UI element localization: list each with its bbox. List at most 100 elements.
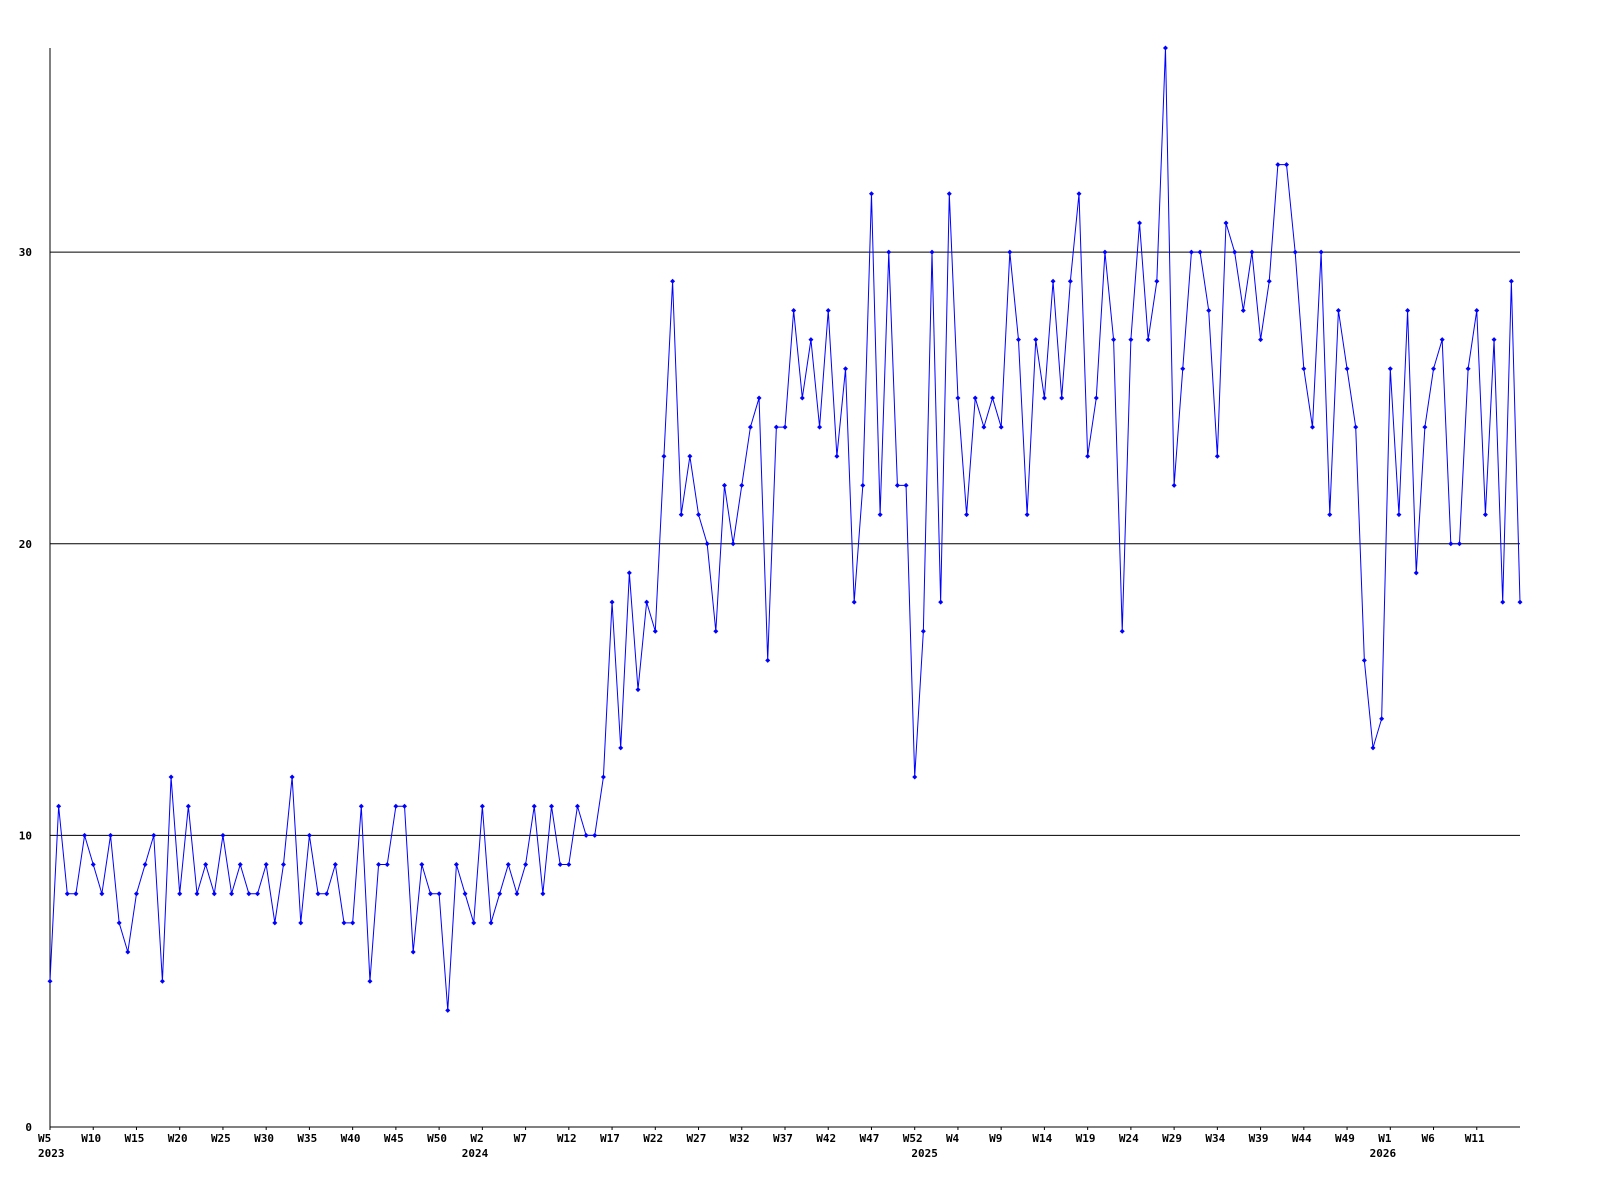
point xyxy=(1171,482,1177,488)
point xyxy=(298,920,304,926)
point xyxy=(514,891,520,897)
point xyxy=(635,687,641,693)
point xyxy=(1137,220,1143,226)
point xyxy=(505,862,511,868)
x-tick-label: W5 xyxy=(38,1132,51,1145)
point xyxy=(998,424,1004,430)
x-tick-label: W1 xyxy=(1378,1132,1392,1145)
point xyxy=(445,1007,451,1013)
point xyxy=(255,891,261,897)
x-tick-label: W25 xyxy=(211,1132,231,1145)
point xyxy=(488,920,494,926)
point xyxy=(817,424,823,430)
point xyxy=(159,978,165,984)
point xyxy=(592,832,598,838)
point xyxy=(1007,249,1013,255)
y-tick-label: 30 xyxy=(19,246,32,259)
y-tick-label: 0 xyxy=(25,1121,32,1134)
point xyxy=(626,570,632,576)
point xyxy=(289,774,295,780)
point xyxy=(687,453,693,459)
point xyxy=(756,395,762,401)
year-label: 2026 xyxy=(1370,1147,1397,1160)
x-tick-label: W34 xyxy=(1205,1132,1225,1145)
point xyxy=(419,862,425,868)
point xyxy=(1232,249,1238,255)
point xyxy=(324,891,330,897)
point xyxy=(220,832,226,838)
x-tick-label: W17 xyxy=(600,1132,620,1145)
x-tick-label: W49 xyxy=(1335,1132,1355,1145)
point xyxy=(125,949,131,955)
point xyxy=(1111,337,1117,343)
point xyxy=(1327,512,1333,518)
point xyxy=(609,599,615,605)
point xyxy=(894,482,900,488)
point xyxy=(1370,745,1376,751)
x-tick-label: W4 xyxy=(946,1132,960,1145)
point xyxy=(1059,395,1065,401)
point xyxy=(557,862,563,868)
point xyxy=(237,862,243,868)
point xyxy=(1102,249,1108,255)
point xyxy=(185,803,191,809)
point xyxy=(1500,599,1506,605)
point xyxy=(1119,628,1125,634)
point xyxy=(306,832,312,838)
point xyxy=(877,512,883,518)
point xyxy=(1508,278,1514,284)
point xyxy=(1517,599,1523,605)
point xyxy=(799,395,805,401)
point xyxy=(402,803,408,809)
point xyxy=(644,599,650,605)
point xyxy=(566,862,572,868)
point xyxy=(964,512,970,518)
point xyxy=(1266,278,1272,284)
point xyxy=(1033,337,1039,343)
point xyxy=(574,803,580,809)
point xyxy=(678,512,684,518)
point xyxy=(1223,220,1229,226)
point xyxy=(661,453,667,459)
point xyxy=(1413,570,1419,576)
point xyxy=(1154,278,1160,284)
point xyxy=(332,862,338,868)
point xyxy=(1292,249,1298,255)
point xyxy=(479,803,485,809)
x-tick-label: W44 xyxy=(1292,1132,1312,1145)
point xyxy=(600,774,606,780)
point xyxy=(1180,366,1186,372)
point xyxy=(272,920,278,926)
point xyxy=(384,862,390,868)
point xyxy=(151,832,157,838)
point xyxy=(133,891,139,897)
point xyxy=(1353,424,1359,430)
point xyxy=(229,891,235,897)
point xyxy=(1482,512,1488,518)
x-tick-label: W24 xyxy=(1119,1132,1139,1145)
point xyxy=(82,832,88,838)
point xyxy=(1301,366,1307,372)
year-label: 2025 xyxy=(911,1147,938,1160)
point xyxy=(765,657,771,663)
x-tick-label: W9 xyxy=(989,1132,1002,1145)
point xyxy=(972,395,978,401)
point xyxy=(721,482,727,488)
point xyxy=(410,949,416,955)
point xyxy=(1249,249,1255,255)
point xyxy=(990,395,996,401)
point xyxy=(843,366,849,372)
point xyxy=(903,482,909,488)
point xyxy=(1093,395,1099,401)
point xyxy=(929,249,935,255)
point xyxy=(1396,512,1402,518)
point xyxy=(1379,716,1385,722)
point xyxy=(920,628,926,634)
x-tick-label: W32 xyxy=(730,1132,750,1145)
point xyxy=(868,191,874,197)
point xyxy=(436,891,442,897)
point xyxy=(358,803,364,809)
point xyxy=(47,978,53,984)
point xyxy=(1240,307,1246,313)
point xyxy=(791,307,797,313)
